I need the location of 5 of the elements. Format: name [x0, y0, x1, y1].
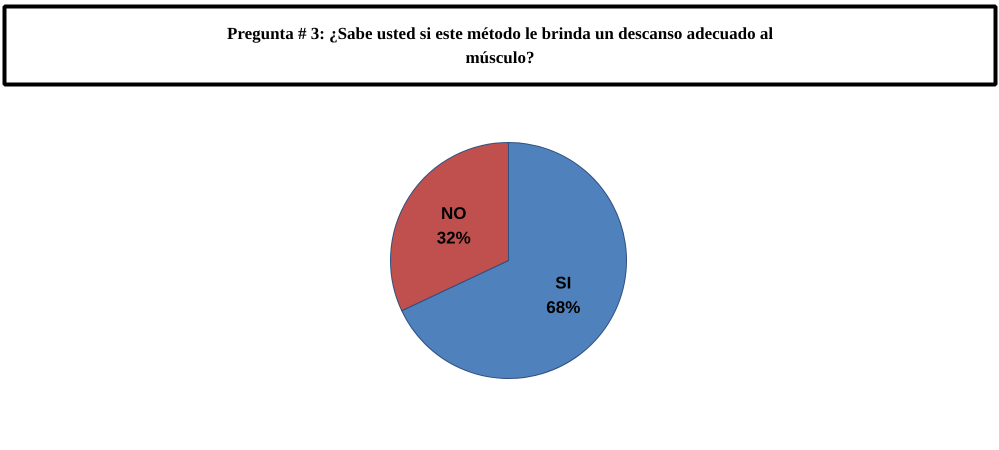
slice-label: NO	[440, 204, 466, 223]
chart-title: Pregunta # 3: ¿Sabe usted si este método le brinda un descanso adecuado al músculo?	[226, 24, 774, 67]
slice-label: SI	[555, 273, 572, 292]
data-label: 68%	[546, 298, 580, 318]
data-label: 32%	[436, 228, 471, 248]
